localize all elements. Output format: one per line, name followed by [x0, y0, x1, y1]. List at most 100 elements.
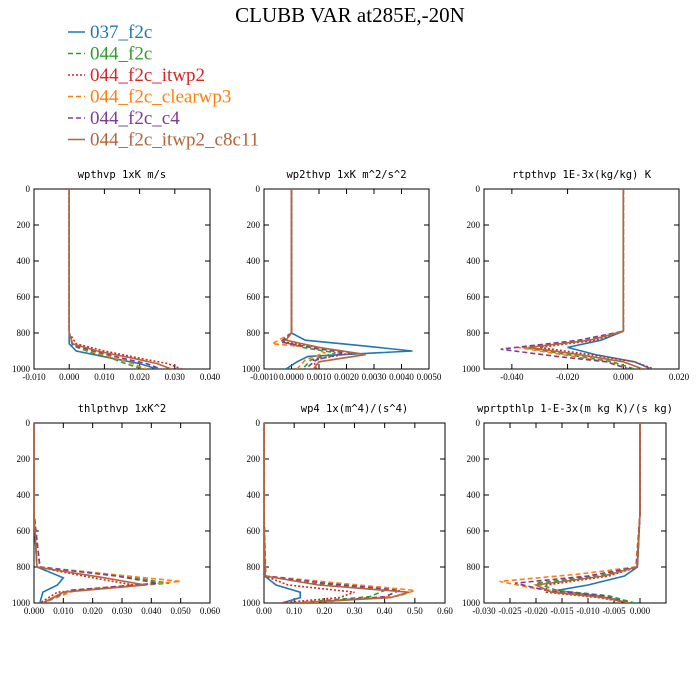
- series-line-044_f2c: [264, 423, 385, 603]
- y-tick-label: 600: [467, 292, 481, 302]
- legend-item: 044_f2c_itwp2_c8c11: [68, 130, 259, 151]
- y-tick-label: 200: [247, 220, 261, 230]
- y-tick-label: 400: [247, 256, 261, 266]
- panel-1: wpthvp 1xK m/s 0 200 400 600 800 1000-0.010 0.0…: [12, 169, 221, 382]
- y-tick-label: 800: [17, 328, 31, 338]
- y-tick-label: 400: [17, 490, 31, 500]
- series-line-037_f2c: [68, 189, 158, 369]
- series-line-044_f2c_c4: [264, 423, 401, 603]
- x-tick-label: 0.050: [171, 606, 192, 616]
- series-line-044_f2c_itwp2_c8c11: [34, 423, 146, 603]
- legend: 037_f2c044_f2c044_f2c_itwp2044_f2c_clear…: [68, 22, 259, 151]
- series-line-044_f2c_itwp2: [264, 423, 355, 603]
- series-line-044_f2c_itwp2_c8c11: [264, 423, 410, 603]
- legend-label: 044_f2c_itwp2: [90, 65, 205, 86]
- x-tick-label: 0.060: [200, 606, 221, 616]
- x-tick-label: 0.00: [256, 606, 272, 616]
- y-tick-label: 200: [467, 220, 481, 230]
- x-tick-label: 0.020: [83, 606, 104, 616]
- y-tick-label: 800: [17, 562, 31, 572]
- panel-title: wprtpthlp 1-E-3x(m kg K)/(s kg): [477, 403, 673, 415]
- x-tick-label: -0.0010: [250, 372, 278, 382]
- y-tick-label: 1000: [462, 364, 481, 374]
- x-tick-label: -0.015: [550, 606, 574, 616]
- panel-2: wp2thvp 1xK m^2/s^2 0 200 400 600 800 1000-0.0…: [242, 169, 442, 382]
- series-line-044_f2c_itwp2_c8c11: [528, 189, 644, 369]
- panel-3: rtpthvp 1E-3x(kg/kg) K 0 200 400 600 800 1000 -…: [462, 169, 690, 382]
- series-line-044_f2c_clearwp3: [68, 189, 147, 369]
- x-tick-label: -0.040: [500, 372, 524, 382]
- series-line-044_f2c: [68, 189, 144, 369]
- y-tick-label: 800: [247, 328, 261, 338]
- x-tick-label: -0.020: [524, 606, 548, 616]
- y-tick-label: 0: [26, 184, 31, 194]
- legend-label: 044_f2c: [90, 44, 152, 65]
- legend-label: 044_f2c_clearwp3: [90, 87, 231, 108]
- x-tick-label: 0.0050: [417, 372, 442, 382]
- series-line-044_f2c_itwp2_c8c11: [284, 189, 366, 369]
- x-tick-label: 0.60: [437, 606, 453, 616]
- series-group: [264, 423, 416, 603]
- series-line-044_f2c_clearwp3: [499, 423, 641, 603]
- y-tick-label: 0: [256, 184, 261, 194]
- plot-frame: [263, 422, 446, 604]
- y-tick-label: 400: [467, 490, 481, 500]
- y-tick-label: 800: [247, 562, 261, 572]
- y-tick-label: 200: [247, 454, 261, 464]
- legend-item: 044_f2c_clearwp3: [68, 87, 231, 108]
- panel-title: wp2thvp 1xK m^2/s^2: [286, 169, 406, 181]
- x-tick-label: 0.10: [286, 606, 302, 616]
- series-line-037_f2c: [264, 423, 302, 603]
- x-tick-label: 0.000: [630, 606, 651, 616]
- x-tick-label: -0.010: [22, 372, 46, 382]
- x-tick-label: 0.020: [129, 372, 150, 382]
- y-tick-label: 0: [26, 418, 31, 428]
- x-tick-label: 0.040: [200, 372, 221, 382]
- plot-frame: [483, 422, 667, 604]
- y-tick-label: 0: [256, 418, 261, 428]
- y-tick-label: 0: [476, 418, 481, 428]
- legend-label: 037_f2c: [90, 22, 152, 43]
- x-tick-label: 0.010: [94, 372, 115, 382]
- x-tick-label: -0.010: [576, 606, 600, 616]
- y-tick-label: 600: [247, 526, 261, 536]
- y-tick-label: 400: [17, 256, 31, 266]
- y-tick-label: 600: [17, 292, 31, 302]
- series-line-044_f2c: [34, 423, 170, 603]
- plot-frame: [263, 188, 430, 370]
- y-tick-label: 1000: [462, 598, 481, 608]
- y-tick-label: 800: [467, 562, 481, 572]
- y-tick-label: 400: [247, 490, 261, 500]
- x-tick-label: 0.000: [613, 372, 634, 382]
- series-line-044_f2c_itwp2_c8c11: [533, 423, 641, 603]
- y-tick-label: 400: [467, 256, 481, 266]
- y-tick-label: 600: [17, 526, 31, 536]
- y-tick-label: 200: [17, 220, 31, 230]
- x-tick-label: 0.50: [407, 606, 423, 616]
- series-line-037_f2c: [34, 423, 65, 603]
- y-tick-label: 200: [17, 454, 31, 464]
- x-tick-label: -0.005: [602, 606, 626, 616]
- legend-item: 044_f2c_c4: [68, 108, 180, 129]
- x-tick-label: 0.30: [347, 606, 363, 616]
- x-tick-label: -0.025: [498, 606, 522, 616]
- panel-title: wp4 1x(m^4)/(s^4): [301, 403, 408, 415]
- y-tick-label: 600: [467, 526, 481, 536]
- series-group: [500, 189, 655, 369]
- series-line-044_f2c_itwp2: [34, 423, 134, 603]
- x-tick-label: 0.030: [165, 372, 186, 382]
- series-line-044_f2c_c4: [500, 189, 630, 369]
- x-tick-label: 0.000: [24, 606, 45, 616]
- legend-item: 044_f2c: [68, 44, 152, 65]
- x-tick-label: 0.0040: [389, 372, 414, 382]
- legend-label: 044_f2c_c4: [90, 108, 180, 129]
- x-tick-label: 0.40: [377, 606, 393, 616]
- y-tick-label: 800: [467, 328, 481, 338]
- x-tick-label: 0.0000: [279, 372, 304, 382]
- x-tick-label: 0.030: [112, 606, 133, 616]
- series-line-044_f2c_c4: [68, 189, 162, 369]
